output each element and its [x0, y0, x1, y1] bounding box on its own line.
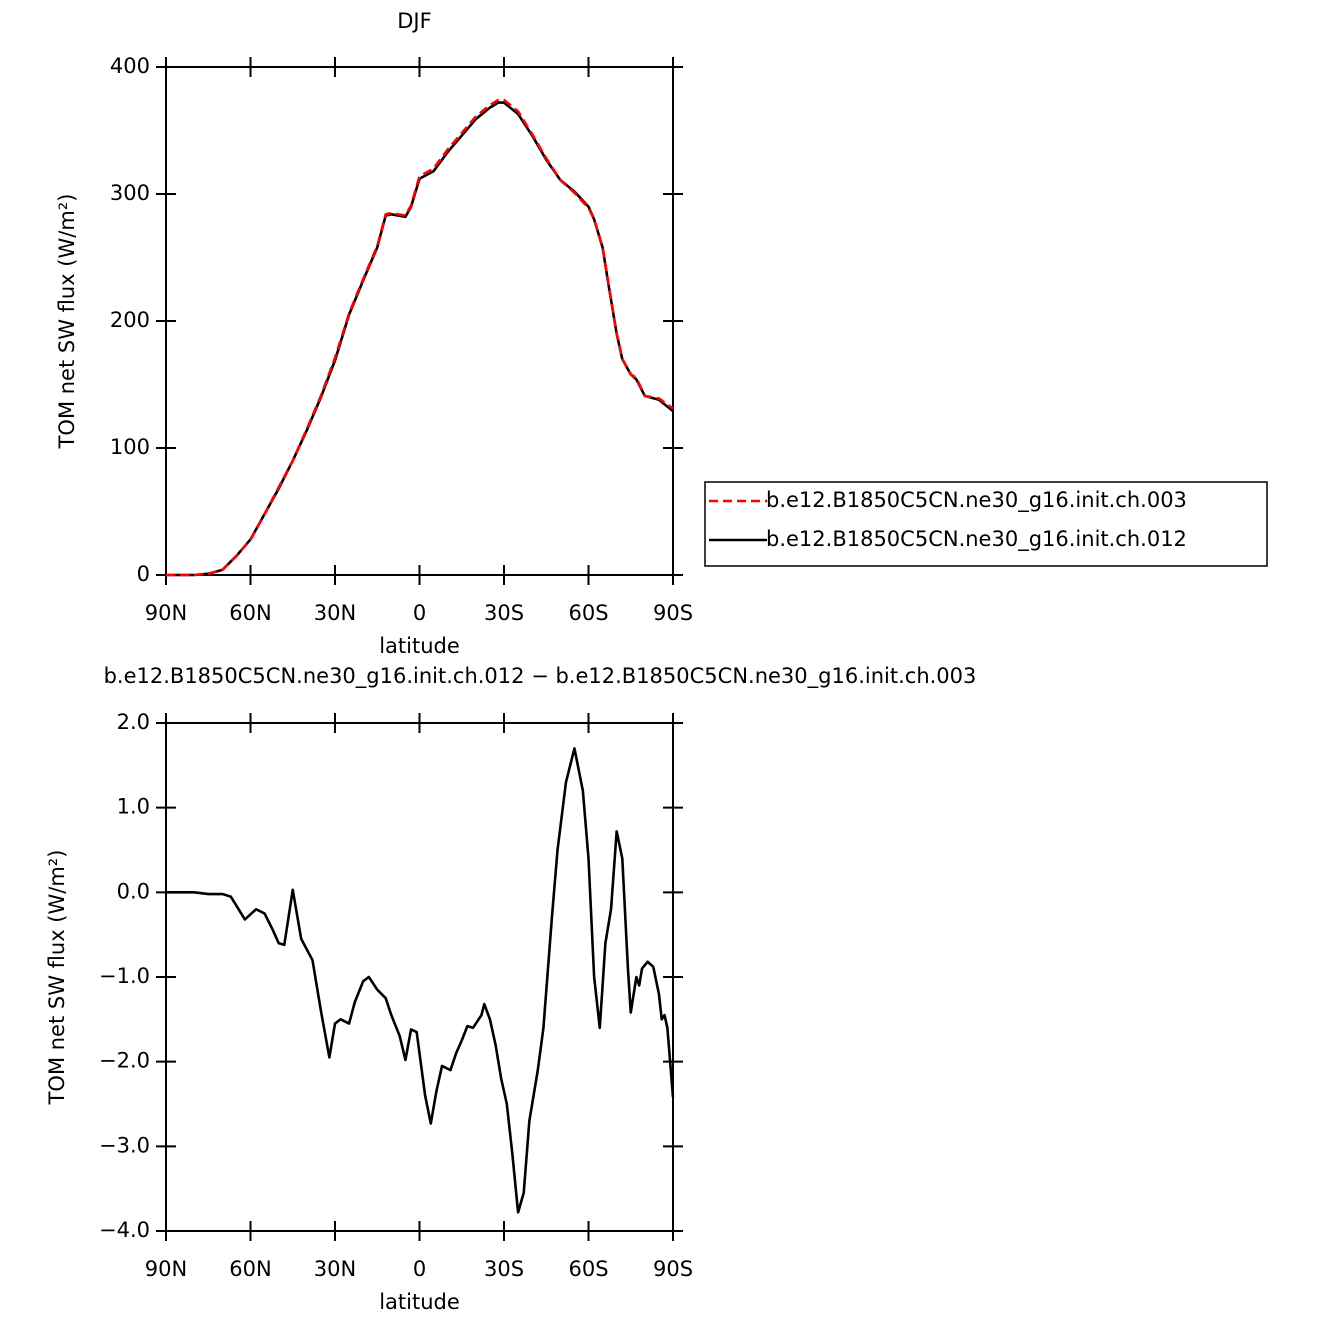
y-tick-label: 2.0: [117, 710, 150, 734]
y-tick-label: −4.0: [99, 1218, 150, 1242]
x-tick-label: 30N: [314, 601, 356, 625]
x-tick-label: 90N: [145, 1257, 187, 1281]
y-tick-label: −3.0: [99, 1133, 150, 1157]
legend-box: [704, 481, 1268, 567]
y-tick-label: 0.0: [117, 879, 150, 903]
plot-frame: [165, 66, 674, 576]
data-line: [166, 747, 675, 1214]
chart-title: DJF: [397, 9, 431, 33]
data-line: [166, 98, 674, 577]
data-line: [166, 101, 674, 577]
x-tick-label: 0: [413, 1257, 426, 1281]
y-tick-label: 200: [110, 308, 150, 332]
y-tick-label: −2.0: [99, 1049, 150, 1073]
x-tick-label: 60S: [568, 1257, 608, 1281]
y-tick-label: 0: [137, 562, 150, 586]
x-tick-label: 90S: [653, 601, 693, 625]
legend-label: b.e12.B1850C5CN.ne30_g16.init.ch.003: [766, 488, 1187, 513]
y-tick-label: 400: [110, 54, 150, 78]
x-axis-label: latitude: [379, 1290, 460, 1314]
x-axis-label: latitude: [379, 634, 460, 658]
y-tick-label: 300: [110, 181, 150, 205]
x-tick-label: 30S: [484, 601, 524, 625]
x-tick-label: 60N: [229, 601, 271, 625]
plot-frame: [165, 722, 674, 1232]
x-tick-label: 30N: [314, 1257, 356, 1281]
chart-title: b.e12.B1850C5CN.ne30_g16.init.ch.012 − b…: [104, 664, 977, 689]
y-axis-label: TOM net SW flux (W/m²): [55, 194, 79, 450]
x-tick-label: 90N: [145, 601, 187, 625]
legend-label: b.e12.B1850C5CN.ne30_g16.init.ch.012: [766, 527, 1187, 552]
x-tick-label: 60N: [229, 1257, 271, 1281]
x-tick-label: 30S: [484, 1257, 524, 1281]
y-tick-label: −1.0: [99, 964, 150, 988]
x-tick-label: 90S: [653, 1257, 693, 1281]
y-tick-label: 100: [110, 435, 150, 459]
y-tick-label: 1.0: [117, 795, 150, 819]
y-axis-label: TOM net SW flux (W/m²): [45, 850, 69, 1106]
x-tick-label: 0: [413, 601, 426, 625]
x-tick-label: 60S: [568, 601, 608, 625]
